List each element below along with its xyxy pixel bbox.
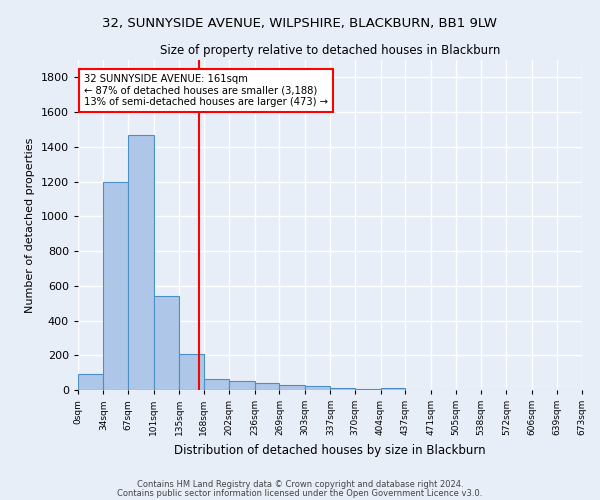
Bar — [204, 378, 229, 390]
Bar — [128, 134, 154, 390]
X-axis label: Distribution of detached houses by size in Blackburn: Distribution of detached houses by size … — [174, 444, 486, 456]
Text: Contains public sector information licensed under the Open Government Licence v3: Contains public sector information licen… — [118, 488, 482, 498]
Bar — [280, 385, 305, 390]
Bar — [380, 388, 405, 390]
Bar — [179, 354, 204, 390]
Bar — [355, 389, 380, 390]
Text: 32 SUNNYSIDE AVENUE: 161sqm
← 87% of detached houses are smaller (3,188)
13% of : 32 SUNNYSIDE AVENUE: 161sqm ← 87% of det… — [84, 74, 328, 107]
Bar — [103, 182, 128, 390]
Bar — [154, 296, 179, 390]
Bar — [331, 388, 355, 390]
Text: Contains HM Land Registry data © Crown copyright and database right 2024.: Contains HM Land Registry data © Crown c… — [137, 480, 463, 489]
Bar — [305, 386, 331, 390]
Title: Size of property relative to detached houses in Blackburn: Size of property relative to detached ho… — [160, 44, 500, 58]
Bar — [78, 374, 103, 390]
Text: 32, SUNNYSIDE AVENUE, WILPSHIRE, BLACKBURN, BB1 9LW: 32, SUNNYSIDE AVENUE, WILPSHIRE, BLACKBU… — [103, 18, 497, 30]
Bar — [229, 382, 255, 390]
Y-axis label: Number of detached properties: Number of detached properties — [25, 138, 35, 312]
Bar — [255, 383, 280, 390]
